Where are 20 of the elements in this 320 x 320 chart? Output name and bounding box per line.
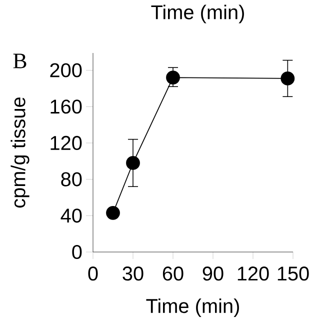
y-tick-label: 80 bbox=[61, 172, 82, 186]
point bbox=[106, 206, 120, 220]
y-tick-label: 40 bbox=[60, 208, 82, 223]
point bbox=[280, 71, 295, 86]
text: Time (min) bbox=[151, 4, 244, 24]
y-tick-label: 120 bbox=[50, 136, 82, 150]
x-tick-label: 120 bbox=[238, 266, 269, 281]
x-tick-label: 150 bbox=[278, 266, 309, 281]
y-tick-label: 0 bbox=[72, 244, 82, 260]
x-tick-label: 30 bbox=[122, 266, 144, 281]
y-tick-label: 200 bbox=[50, 63, 82, 78]
x-tick-label: 0 bbox=[88, 266, 98, 281]
x-axis-title: Time (min) bbox=[146, 298, 239, 318]
point bbox=[166, 70, 180, 84]
point bbox=[126, 156, 140, 170]
x-tick-label: 60 bbox=[162, 266, 184, 281]
x-tick-label: 90 bbox=[202, 266, 224, 281]
text: B bbox=[13, 54, 26, 68]
y-axis-title: cpm/g tissue bbox=[10, 97, 30, 208]
y-tick-label: 160 bbox=[50, 100, 82, 114]
